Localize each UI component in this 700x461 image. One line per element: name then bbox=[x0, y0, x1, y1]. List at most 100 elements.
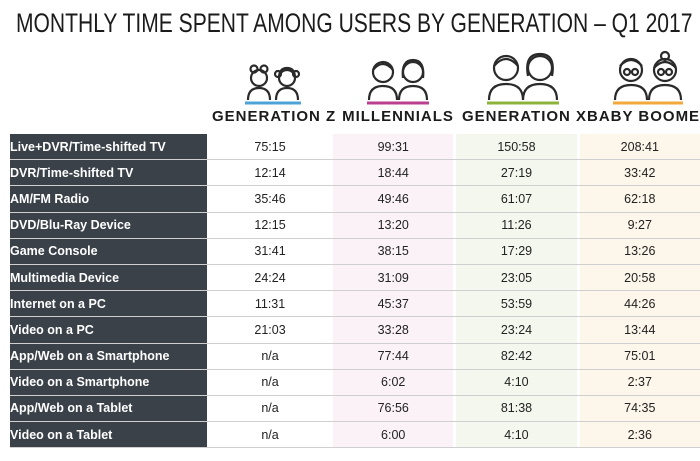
column-gap bbox=[453, 369, 457, 396]
row-label: Multimedia Device bbox=[10, 264, 207, 292]
table-cell: 23:05 bbox=[456, 264, 577, 292]
column-gap bbox=[453, 317, 457, 344]
table-cell: 82:42 bbox=[456, 343, 577, 370]
table-row: Multimedia Device 24:24 31:09 23:05 20:58 bbox=[10, 264, 700, 292]
table-cell: 23:24 bbox=[456, 317, 577, 344]
table-cell: 17:29 bbox=[456, 238, 577, 265]
column-gap bbox=[576, 317, 580, 344]
table-cell: 33:42 bbox=[579, 160, 700, 187]
table-cell: 150:58 bbox=[456, 134, 577, 161]
baby-boomers-label: BABY BOOMERS bbox=[587, 108, 700, 125]
table-cell: 99:31 bbox=[333, 134, 454, 161]
column-gap bbox=[330, 134, 334, 161]
column-gap bbox=[206, 317, 210, 344]
data-table: Live+DVR/Time-shifted TV 75:15 99:31 150:58… bbox=[10, 134, 700, 449]
gen-z-label: GENERATION Z bbox=[212, 108, 337, 125]
table-cell: 6:00 bbox=[333, 422, 454, 449]
table-cell: 45:37 bbox=[333, 291, 454, 318]
column-gap bbox=[206, 212, 210, 239]
row-label: Live+DVR/Time-shifted TV bbox=[10, 134, 207, 161]
table-row: Live+DVR/Time-shifted TV 75:15 99:31 150:58… bbox=[10, 134, 700, 161]
table-cell: 11:31 bbox=[209, 291, 331, 318]
table-cell: 6:02 bbox=[333, 369, 454, 396]
table-cell: 208:41 bbox=[579, 134, 700, 161]
gen-x-header: GENERATION X bbox=[462, 48, 588, 130]
table-cell: 4:10 bbox=[456, 369, 577, 396]
two-young-adults-icon bbox=[367, 58, 429, 105]
table-cell: 12:14 bbox=[209, 160, 331, 187]
table-cell: 13:20 bbox=[333, 212, 454, 239]
table-row: Video on a PC 21:03 33:28 23:24 13:44 bbox=[10, 317, 700, 344]
column-gap bbox=[453, 343, 457, 370]
table-cell: n/a bbox=[209, 369, 331, 396]
two-children-icon bbox=[245, 64, 301, 105]
row-label: Video on a Smartphone bbox=[10, 369, 207, 396]
column-gap bbox=[576, 395, 580, 423]
row-label: DVR/Time-shifted TV bbox=[10, 160, 207, 187]
table-cell: 76:56 bbox=[333, 395, 454, 423]
table-cell: 75:15 bbox=[209, 134, 331, 161]
baby-boomers-header: BABY BOOMERS bbox=[587, 48, 700, 130]
table-cell: 62:18 bbox=[579, 186, 700, 213]
table-row: AM/FM Radio 35:46 49:46 61:07 62:18 bbox=[10, 186, 700, 213]
table-cell: n/a bbox=[209, 395, 331, 423]
column-gap bbox=[576, 238, 580, 265]
column-gap bbox=[576, 369, 580, 396]
table-cell: 33:28 bbox=[333, 317, 454, 344]
column-gap bbox=[330, 186, 334, 213]
column-gap bbox=[330, 264, 334, 292]
table-cell: 49:46 bbox=[333, 186, 454, 213]
column-gap bbox=[576, 343, 580, 370]
row-label: Video on a PC bbox=[10, 317, 207, 344]
column-gap bbox=[206, 395, 210, 423]
column-gap bbox=[453, 238, 457, 265]
table-row: Game Console 31:41 38:15 17:29 13:26 bbox=[10, 238, 700, 265]
table-row: DVR/Time-shifted TV 12:14 18:44 27:19 33:42 bbox=[10, 160, 700, 187]
table-row: App/Web on a Tablet n/a 76:56 81:38 74:35 bbox=[10, 395, 700, 423]
table-cell: 13:26 bbox=[579, 238, 700, 265]
gen-z-header: GENERATION Z bbox=[212, 48, 337, 130]
table-cell: 44:26 bbox=[579, 291, 700, 318]
column-gap bbox=[330, 422, 334, 449]
column-gap bbox=[330, 317, 334, 344]
column-gap bbox=[576, 134, 580, 161]
two-seniors-with-glasses-icon bbox=[613, 50, 683, 105]
table-cell: 2:37 bbox=[579, 369, 700, 396]
column-gap bbox=[330, 238, 334, 265]
table-row: App/Web on a Smartphone n/a 77:44 82:42 75:0… bbox=[10, 343, 700, 370]
column-gap bbox=[453, 422, 457, 449]
gen-x-label: GENERATION X bbox=[462, 108, 588, 125]
column-gap bbox=[206, 160, 210, 187]
column-gap bbox=[330, 291, 334, 318]
table-cell: 12:15 bbox=[209, 212, 331, 239]
column-gap bbox=[453, 395, 457, 423]
column-gap bbox=[576, 264, 580, 292]
table-cell: 11:26 bbox=[456, 212, 577, 239]
table-cell: n/a bbox=[209, 343, 331, 370]
table-row: DVD/Blu-Ray Device 12:15 13:20 11:26 9:27 bbox=[10, 212, 700, 239]
table-cell: 74:35 bbox=[579, 395, 700, 423]
table-cell: 38:15 bbox=[333, 238, 454, 265]
table-cell: 24:24 bbox=[209, 264, 331, 292]
table-cell: 18:44 bbox=[333, 160, 454, 187]
row-label: DVD/Blu-Ray Device bbox=[10, 212, 207, 239]
millennials-header: MILLENNIALS bbox=[337, 48, 459, 130]
column-gap bbox=[206, 134, 210, 161]
table-row: Internet on a PC 11:31 45:37 53:59 44:26 bbox=[10, 291, 700, 318]
table-cell: 31:41 bbox=[209, 238, 331, 265]
page-title: MONTHLY TIME SPENT AMONG USERS BY GENERA… bbox=[16, 8, 693, 38]
column-gap bbox=[330, 212, 334, 239]
column-gap bbox=[453, 264, 457, 292]
column-gap bbox=[576, 160, 580, 187]
column-gap bbox=[330, 160, 334, 187]
table-cell: 2:36 bbox=[579, 422, 700, 449]
table-cell: 53:59 bbox=[456, 291, 577, 318]
column-gap bbox=[453, 134, 457, 161]
table-cell: 61:07 bbox=[456, 186, 577, 213]
table-row: Video on a Tablet n/a 6:00 4:10 2:36 bbox=[10, 422, 700, 449]
millennials-label: MILLENNIALS bbox=[342, 108, 454, 125]
column-gap bbox=[330, 343, 334, 370]
table-cell: 75:01 bbox=[579, 343, 700, 370]
column-gap bbox=[576, 186, 580, 213]
column-gap bbox=[453, 291, 457, 318]
